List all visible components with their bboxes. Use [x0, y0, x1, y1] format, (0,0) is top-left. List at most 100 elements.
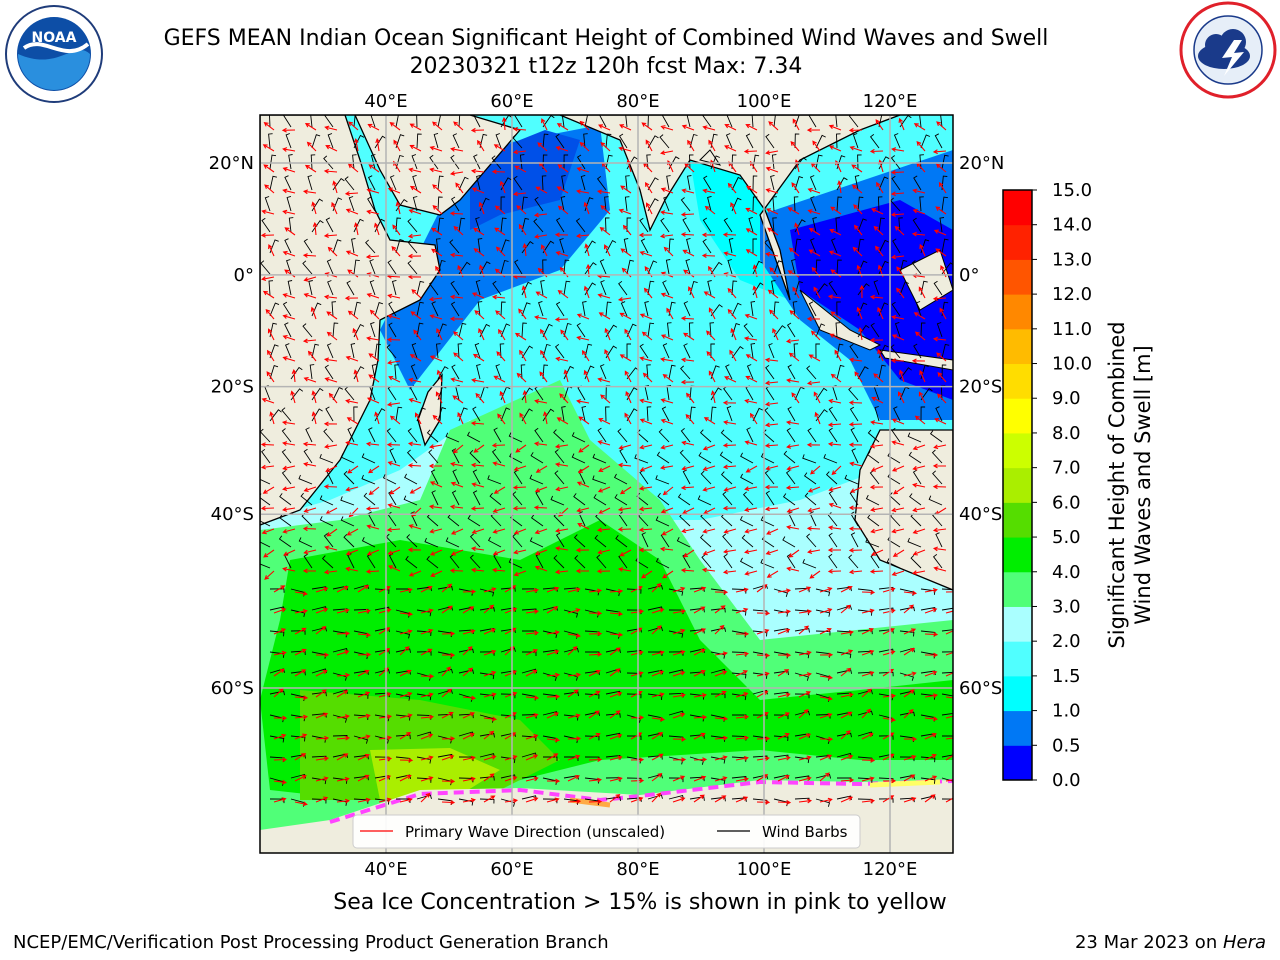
wave-arrow: [777, 775, 790, 782]
wave-arrow: [282, 188, 296, 194]
wave-arrow: [474, 310, 485, 320]
wave-arrow: [347, 465, 359, 474]
wave-arrow: [891, 570, 905, 577]
wind-barb: [479, 672, 495, 680]
wave-arrow: [294, 608, 308, 614]
wind-barb: [647, 585, 664, 590]
wave-arrow: [861, 649, 875, 656]
wave-arrow: [556, 123, 569, 131]
wind-barb: [395, 115, 399, 128]
wave-arrow: [609, 588, 624, 594]
y-tick-label-right: 0°: [959, 265, 979, 286]
wind-barb: [852, 133, 859, 149]
wind-barb: [710, 777, 726, 785]
colorbar-swatch: [1003, 606, 1032, 642]
wind-barb: [327, 133, 334, 149]
wave-arrow: [366, 209, 380, 215]
wave-arrow: [830, 206, 842, 215]
wave-arrow: [436, 328, 443, 341]
wave-arrow: [924, 754, 937, 761]
wind-barb: [702, 217, 712, 233]
wind-barb: [269, 344, 279, 359]
wave-arrow: [651, 670, 665, 677]
wave-arrow: [744, 398, 758, 404]
wave-arrow: [366, 397, 380, 404]
wave-arrow: [768, 121, 779, 131]
wave-arrow: [389, 122, 401, 131]
wave-arrow: [449, 252, 464, 258]
wind-barb: [878, 217, 885, 233]
wind-barb: [374, 343, 381, 359]
wave-arrow: [702, 486, 716, 492]
wave-arrow: [662, 570, 674, 579]
wave-arrow: [420, 673, 435, 679]
wave-arrow: [788, 247, 800, 257]
wave-arrow: [514, 332, 527, 341]
wind-barb: [561, 175, 566, 191]
wave-arrow: [639, 250, 653, 257]
wind-barb: [282, 301, 292, 317]
wave-arrow: [374, 411, 380, 425]
wave-arrow: [567, 713, 581, 719]
wave-arrow: [813, 391, 821, 404]
wave-arrow: [492, 461, 506, 467]
wave-arrow: [357, 754, 370, 761]
wave-arrow: [449, 170, 464, 176]
wave-arrow: [662, 374, 674, 383]
wave-arrow: [315, 652, 330, 658]
wind-barb: [495, 133, 502, 149]
wind-barb: [731, 672, 747, 679]
wind-barb: [426, 555, 439, 569]
wave-arrow: [525, 754, 539, 761]
wave-arrow: [483, 587, 497, 593]
wave-arrow: [651, 625, 662, 635]
wave-arrow: [352, 327, 359, 341]
wave-arrow: [625, 390, 632, 404]
wave-arrow: [765, 549, 779, 556]
wave-arrow: [432, 205, 443, 215]
wind-barb: [284, 238, 292, 254]
wave-arrow: [597, 549, 611, 555]
wave-arrow: [798, 798, 813, 804]
wind-barb: [387, 259, 397, 275]
wind-barb: [449, 554, 460, 569]
wave-arrow: [870, 507, 884, 513]
wind-barb: [913, 175, 922, 191]
wind-barb: [619, 448, 628, 464]
wind-barb: [835, 322, 841, 338]
wind-barb: [367, 175, 376, 191]
wave-arrow: [890, 358, 905, 364]
wind-barb: [765, 490, 775, 506]
wave-arrow: [311, 201, 317, 215]
wind-barb: [472, 469, 481, 485]
colorbar-tick-label: 15.0: [1052, 180, 1092, 201]
wave-arrow: [534, 486, 548, 493]
wave-arrow: [861, 688, 872, 698]
wave-arrow: [735, 587, 749, 593]
wind-barb: [941, 607, 953, 611]
wave-arrow: [840, 630, 854, 635]
wave-arrow: [324, 377, 338, 383]
wave-arrow: [353, 222, 359, 236]
wind-barb: [500, 177, 512, 191]
wave-arrow: [945, 737, 953, 740]
wave-arrow: [282, 566, 296, 572]
wind-barb: [458, 115, 461, 128]
wave-arrow: [453, 352, 464, 362]
wind-barb: [310, 115, 313, 128]
wave-arrow: [294, 695, 309, 701]
wind-barb: [773, 774, 790, 780]
wave-arrow: [651, 732, 664, 740]
wind-barb: [655, 516, 670, 527]
wave-arrow: [848, 505, 863, 511]
wave-arrow: [366, 336, 380, 341]
wave-arrow: [512, 505, 527, 511]
wind-barb: [353, 259, 360, 275]
wind-barb: [808, 301, 817, 317]
wave-arrow: [829, 333, 842, 341]
wind-barb: [332, 197, 343, 212]
wind-barb: [576, 322, 586, 338]
wind-barb: [941, 629, 953, 632]
wind-barb: [644, 301, 649, 317]
wave-arrow: [302, 441, 317, 447]
